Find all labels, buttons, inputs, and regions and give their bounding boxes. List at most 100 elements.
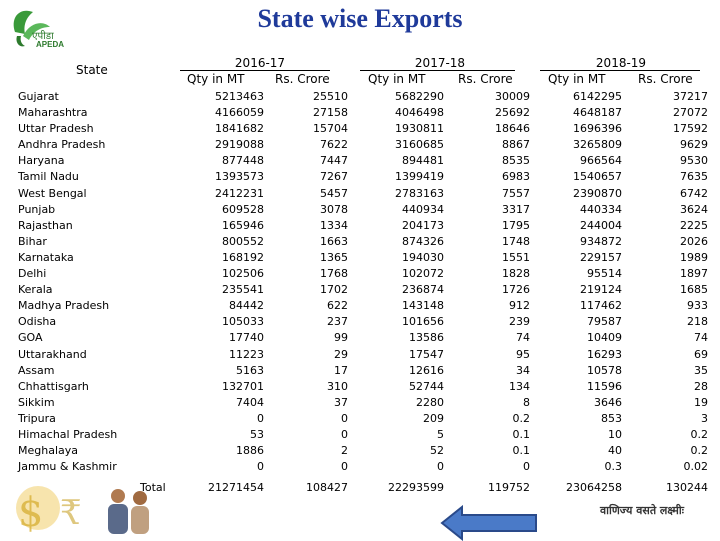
table-cell: 239 (509, 315, 530, 329)
state-name: GOA (18, 331, 43, 345)
table-cell: 18646 (495, 122, 530, 136)
table-cell: 17592 (673, 122, 708, 136)
total-label: Total (140, 481, 166, 494)
table-cell: 0.2 (512, 411, 531, 425)
back-arrow-icon[interactable] (440, 505, 540, 541)
table-cell: 8 (523, 395, 530, 409)
year-header-2018-19: 2018-19 (595, 56, 647, 70)
table-cell: 1748 (502, 234, 530, 248)
state-list: Gujarat Maharashtra Uttar Pradesh Andhra Pr… (18, 89, 117, 475)
table-cell: 27158 (313, 106, 348, 120)
table-cell: 622 (327, 299, 348, 313)
table-cell: 966564 (580, 154, 622, 168)
table-cell: 1393573 (215, 170, 264, 184)
table-cell: 134 (509, 379, 530, 393)
table-cell: 6142295 (573, 90, 622, 103)
table-cell: 2783163 (395, 186, 444, 200)
table-cell: 1399419 (395, 170, 444, 184)
table-cell: 16293 (587, 347, 622, 361)
table-cell: 37217 (673, 90, 708, 103)
table-cell: 9530 (680, 154, 708, 168)
year-underline (180, 70, 330, 71)
year-header-2016-17: 2016-17 (234, 56, 286, 70)
state-name: Jammu & Kashmir (18, 460, 117, 474)
state-name: Maharashtra (18, 106, 88, 120)
state-name: Assam (18, 363, 55, 377)
table-cell: 101656 (402, 315, 444, 329)
table-cell: 69 (694, 347, 708, 361)
year-underline (540, 70, 700, 71)
table-cell: 10 (608, 427, 622, 441)
svg-text:$: $ (18, 490, 43, 536)
table-cell: 1685 (680, 283, 708, 297)
table-cell: 1930811 (395, 122, 444, 136)
table-cell: 0.2 (690, 444, 709, 458)
qty-header: Qty in MT (548, 72, 606, 86)
table-cell: 3646 (594, 395, 622, 409)
table-cell: 25510 (313, 90, 348, 103)
state-name: Haryana (18, 154, 65, 168)
rs-2016-17-column: 25510 27158 15704 7622 7447 7267 5457 3078 1334 1… (290, 89, 348, 475)
table-cell: 194030 (402, 250, 444, 264)
table-cell: 1828 (502, 267, 530, 281)
table-cell: 25692 (495, 106, 530, 120)
table-cell: 29 (334, 347, 348, 361)
table-cell: 3624 (680, 202, 708, 216)
table-cell: 219124 (580, 283, 622, 297)
table-cell: 102072 (402, 267, 444, 281)
table-cell: 1886 (236, 444, 264, 458)
table-cell: 0 (341, 427, 348, 441)
table-cell: 5163 (236, 363, 264, 377)
table-cell: 168192 (222, 250, 264, 264)
rs-header: Rs. Crore (275, 72, 330, 86)
table-cell: 11223 (229, 347, 264, 361)
table-cell: 7635 (680, 170, 708, 184)
table-cell: 2390870 (573, 186, 622, 200)
state-name: Bihar (18, 234, 47, 248)
qty-2017-18-column: 5682290 4046498 1930811 3160685 894481 139941… (370, 89, 444, 475)
table-cell: 17 (334, 363, 348, 377)
table-cell: 40 (608, 444, 622, 458)
table-cell: 1989 (680, 250, 708, 264)
table-cell: 874326 (402, 234, 444, 248)
table-cell: 17547 (409, 347, 444, 361)
state-column-header: State (76, 63, 108, 77)
total-rs-2016-17: 108427 (306, 481, 348, 494)
table-cell: 0.3 (604, 460, 623, 474)
table-cell: 2 (341, 444, 348, 458)
rs-header: Rs. Crore (638, 72, 693, 86)
table-cell: 8867 (502, 138, 530, 152)
table-cell: 0 (257, 460, 264, 474)
state-name: Himachal Pradesh (18, 427, 118, 441)
table-cell: 934872 (580, 234, 622, 248)
table-cell: 1897 (680, 267, 708, 281)
table-cell: 37 (334, 395, 348, 409)
state-name: Sikkim (18, 395, 55, 409)
total-qty-2017-18: 22293599 (388, 481, 444, 494)
table-cell: 74 (516, 331, 530, 345)
table-cell: 0.1 (512, 444, 531, 458)
table-cell: 34 (516, 363, 530, 377)
table-cell: 28 (694, 379, 708, 393)
table-cell: 237 (327, 315, 348, 329)
state-name: Chhattisgarh (18, 379, 89, 393)
table-cell: 0.2 (690, 427, 709, 441)
table-cell: 853 (601, 411, 622, 425)
table-cell: 310 (327, 379, 348, 393)
state-name: Gujarat (18, 90, 59, 103)
total-rs-2017-18: 119752 (488, 481, 530, 494)
table-cell: 30009 (495, 90, 530, 103)
table-cell: 165946 (222, 218, 264, 232)
table-cell: 3265809 (573, 138, 622, 152)
year-header-2017-18: 2017-18 (414, 56, 466, 70)
table-cell: 1365 (320, 250, 348, 264)
table-cell: 99 (334, 331, 348, 345)
table-cell: 3078 (320, 202, 348, 216)
table-cell: 209 (423, 411, 444, 425)
table-cell: 6983 (502, 170, 530, 184)
table-cell: 2225 (680, 218, 708, 232)
state-name: Delhi (18, 267, 47, 281)
total-qty-2018-19: 23064258 (566, 481, 622, 494)
table-cell: 1768 (320, 267, 348, 281)
table-cell: 117462 (580, 299, 622, 313)
